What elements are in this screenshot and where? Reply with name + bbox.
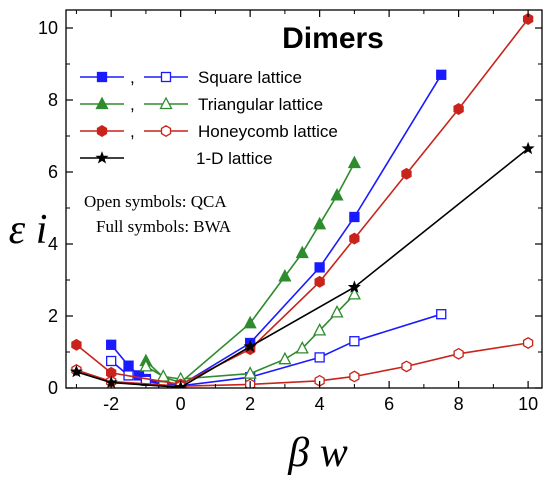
- legend-marker-open: [160, 71, 172, 83]
- data-point: [521, 141, 535, 155]
- legend-marker-open: [160, 125, 172, 137]
- legend-label: Honeycomb lattice: [198, 122, 338, 141]
- legend-label: Square lattice: [198, 68, 302, 87]
- data-point: [243, 315, 257, 329]
- series-6: [69, 141, 535, 388]
- y-axis-label: ε i: [9, 207, 48, 253]
- data-point: [106, 339, 117, 350]
- legend-comma: ,: [130, 68, 135, 87]
- x-tick-label: 0: [176, 394, 186, 414]
- y-tick-label: 8: [48, 90, 58, 110]
- data-point: [278, 351, 292, 365]
- data-point: [453, 347, 464, 360]
- data-point: [401, 360, 412, 373]
- legend-label: Triangular lattice: [198, 95, 323, 114]
- y-tick-label: 4: [48, 234, 58, 254]
- x-tick-label: 2: [245, 394, 255, 414]
- x-axis-label: β w: [287, 430, 347, 476]
- data-point: [313, 216, 327, 230]
- data-point: [314, 262, 325, 273]
- data-point: [330, 304, 344, 318]
- legend-label: 1-D lattice: [196, 149, 273, 168]
- x-tick-label: 4: [315, 394, 325, 414]
- legend-entry: , Triangular lattice: [80, 95, 323, 114]
- data-point: [71, 338, 82, 351]
- series-1: [106, 309, 447, 388]
- data-point: [106, 355, 117, 367]
- legend-marker: [95, 151, 109, 164]
- data-point: [436, 69, 447, 80]
- y-tick-label: 6: [48, 162, 58, 182]
- data-point: [453, 103, 464, 115]
- series-3: [139, 286, 361, 385]
- x-tick-label: -2: [103, 394, 119, 414]
- data-point: [69, 364, 83, 378]
- annotation-open-symbols: Open symbols: QCA: [84, 192, 227, 211]
- series-5: [71, 337, 534, 388]
- y-tick-label: 10: [38, 18, 58, 38]
- data-point: [436, 309, 447, 320]
- x-tick-label: 6: [384, 394, 394, 414]
- data-point: [313, 322, 327, 336]
- data-point: [401, 167, 412, 180]
- legend-entry: , Honeycomb lattice: [80, 122, 338, 141]
- data-point: [349, 370, 360, 383]
- data-point: [349, 232, 360, 245]
- data-point: [347, 280, 361, 293]
- data-point: [278, 268, 292, 282]
- y-tick-label: 2: [48, 306, 58, 326]
- axes-layer: -2 0 2 4 6 8 10 0 2 4 6 8 10: [38, 9, 543, 414]
- data-point: [522, 337, 534, 349]
- data-point: [295, 245, 309, 259]
- legend-entry: 1-D lattice: [80, 149, 273, 168]
- data-point: [349, 336, 360, 347]
- data-point: [522, 13, 534, 25]
- legend-marker: [96, 125, 108, 137]
- legend-entry: , Square lattice: [80, 68, 302, 87]
- plot-frame: [65, 9, 543, 389]
- data-point: [347, 155, 361, 169]
- chart-title: Dimers: [282, 22, 384, 55]
- legend-marker-open: [159, 96, 173, 110]
- data-point: [139, 358, 153, 372]
- legend: , Square lattice, Triangular lattice, Honey…: [80, 68, 338, 168]
- legend-marker: [95, 96, 109, 110]
- x-tick-label: 8: [454, 394, 464, 414]
- data-point: [347, 286, 361, 300]
- annotation-full-symbols: Full symbols: BWA: [96, 217, 232, 236]
- data-point: [314, 352, 325, 363]
- legend-comma: ,: [130, 95, 135, 114]
- data-point: [349, 211, 360, 223]
- legend-marker: [96, 71, 108, 83]
- data-point: [330, 187, 344, 201]
- x-tick-label: 10: [518, 394, 538, 414]
- data-point: [314, 275, 325, 288]
- data-point: [156, 369, 170, 382]
- legend-comma: ,: [130, 122, 135, 141]
- data-point: [243, 339, 257, 353]
- data-point: [123, 360, 134, 371]
- data-point: [295, 340, 309, 354]
- data-point: [243, 366, 257, 379]
- y-tick-label: 0: [48, 378, 58, 398]
